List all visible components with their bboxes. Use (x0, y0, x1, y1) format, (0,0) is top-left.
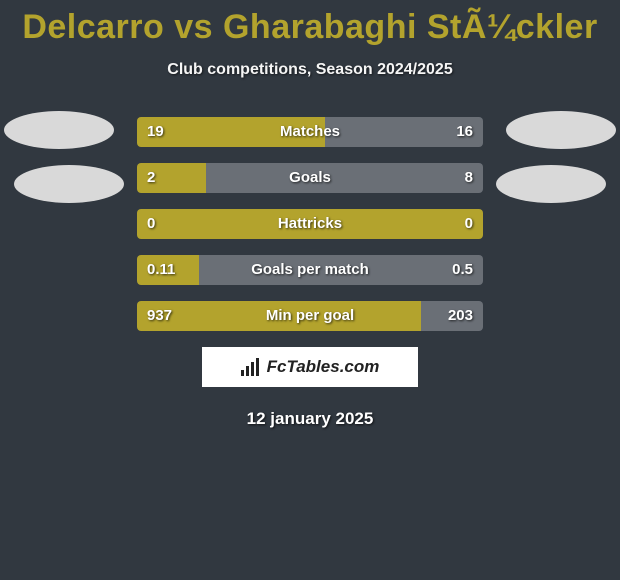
stat-row-goals: 2 Goals 8 (137, 163, 483, 193)
branding-badge: FcTables.com (202, 347, 418, 387)
branding-text: FcTables.com (267, 357, 380, 377)
stat-bar-left (137, 117, 325, 147)
stat-row-matches: 19 Matches 16 (137, 117, 483, 147)
stat-bar-left (137, 301, 421, 331)
bar-chart-icon (241, 358, 261, 376)
stat-bar-right (199, 255, 483, 285)
subtitle: Club competitions, Season 2024/2025 (0, 61, 620, 79)
stats-bars: 19 Matches 16 2 Goals 8 0 Hattricks 0 0.… (137, 117, 483, 331)
player-right-silhouette-2 (496, 165, 606, 203)
page-title: Delcarro vs Gharabaghi StÃ¼ckler (0, 0, 620, 47)
stats-area: 19 Matches 16 2 Goals 8 0 Hattricks 0 0.… (0, 117, 620, 429)
player-left-silhouette-1 (4, 111, 114, 149)
stat-row-min-per-goal: 937 Min per goal 203 (137, 301, 483, 331)
stat-bar-left (137, 255, 199, 285)
stat-bar-right (421, 301, 483, 331)
player-left-silhouette-2 (14, 165, 124, 203)
date-label: 12 january 2025 (0, 409, 620, 429)
stat-row-goals-per-match: 0.11 Goals per match 0.5 (137, 255, 483, 285)
player-right-silhouette-1 (506, 111, 616, 149)
stat-row-hattricks: 0 Hattricks 0 (137, 209, 483, 239)
stat-bar-left (137, 163, 206, 193)
stat-bar-right (325, 117, 483, 147)
stat-bar-right (206, 163, 483, 193)
stat-bar-left (137, 209, 483, 239)
